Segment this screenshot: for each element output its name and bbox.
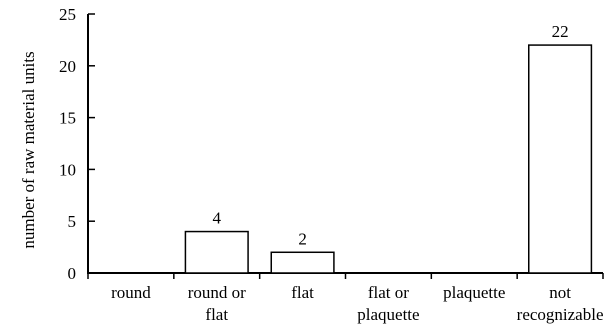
y-tick-label: 10 [59, 160, 76, 179]
category-labels: round round or flat flat flat or plaquette pla… [111, 283, 603, 324]
category-label-line: not [549, 283, 571, 302]
category-label: flat or plaquette [357, 283, 419, 324]
category-label: not recognizable [517, 283, 604, 324]
category-label: round or flat [188, 283, 246, 324]
category-label-line: plaquette [357, 305, 419, 324]
y-tick-label: 15 [59, 109, 76, 128]
category-label: plaquette [443, 283, 505, 302]
y-ticks: 0 5 10 15 20 25 [59, 5, 95, 283]
bar [270, 251, 335, 274]
category-label-line: round [111, 283, 151, 302]
category-label-line: flat [291, 283, 314, 302]
y-tick-label: 5 [68, 212, 77, 231]
y-tick-label: 20 [59, 57, 76, 76]
bar [528, 44, 593, 274]
x-ticks [87, 273, 604, 279]
y-axis-label: number of raw material units [19, 51, 38, 248]
data-label: 2 [298, 229, 307, 248]
axes [87, 14, 603, 274]
bar [184, 230, 249, 274]
category-label: flat [291, 283, 314, 302]
category-label-line: plaquette [443, 283, 505, 302]
y-tick-label: 0 [68, 264, 77, 283]
category-label-line: flat [205, 305, 228, 324]
category-label: round [111, 283, 151, 302]
category-label-line: flat or [368, 283, 409, 302]
data-label: 22 [552, 22, 569, 41]
y-tick-label: 25 [59, 5, 76, 24]
category-label-line: recognizable [517, 305, 604, 324]
category-label-line: round or [188, 283, 246, 302]
y-axis-label-group: number of raw material units [19, 51, 38, 248]
data-label: 4 [213, 209, 222, 228]
bars [184, 44, 593, 274]
